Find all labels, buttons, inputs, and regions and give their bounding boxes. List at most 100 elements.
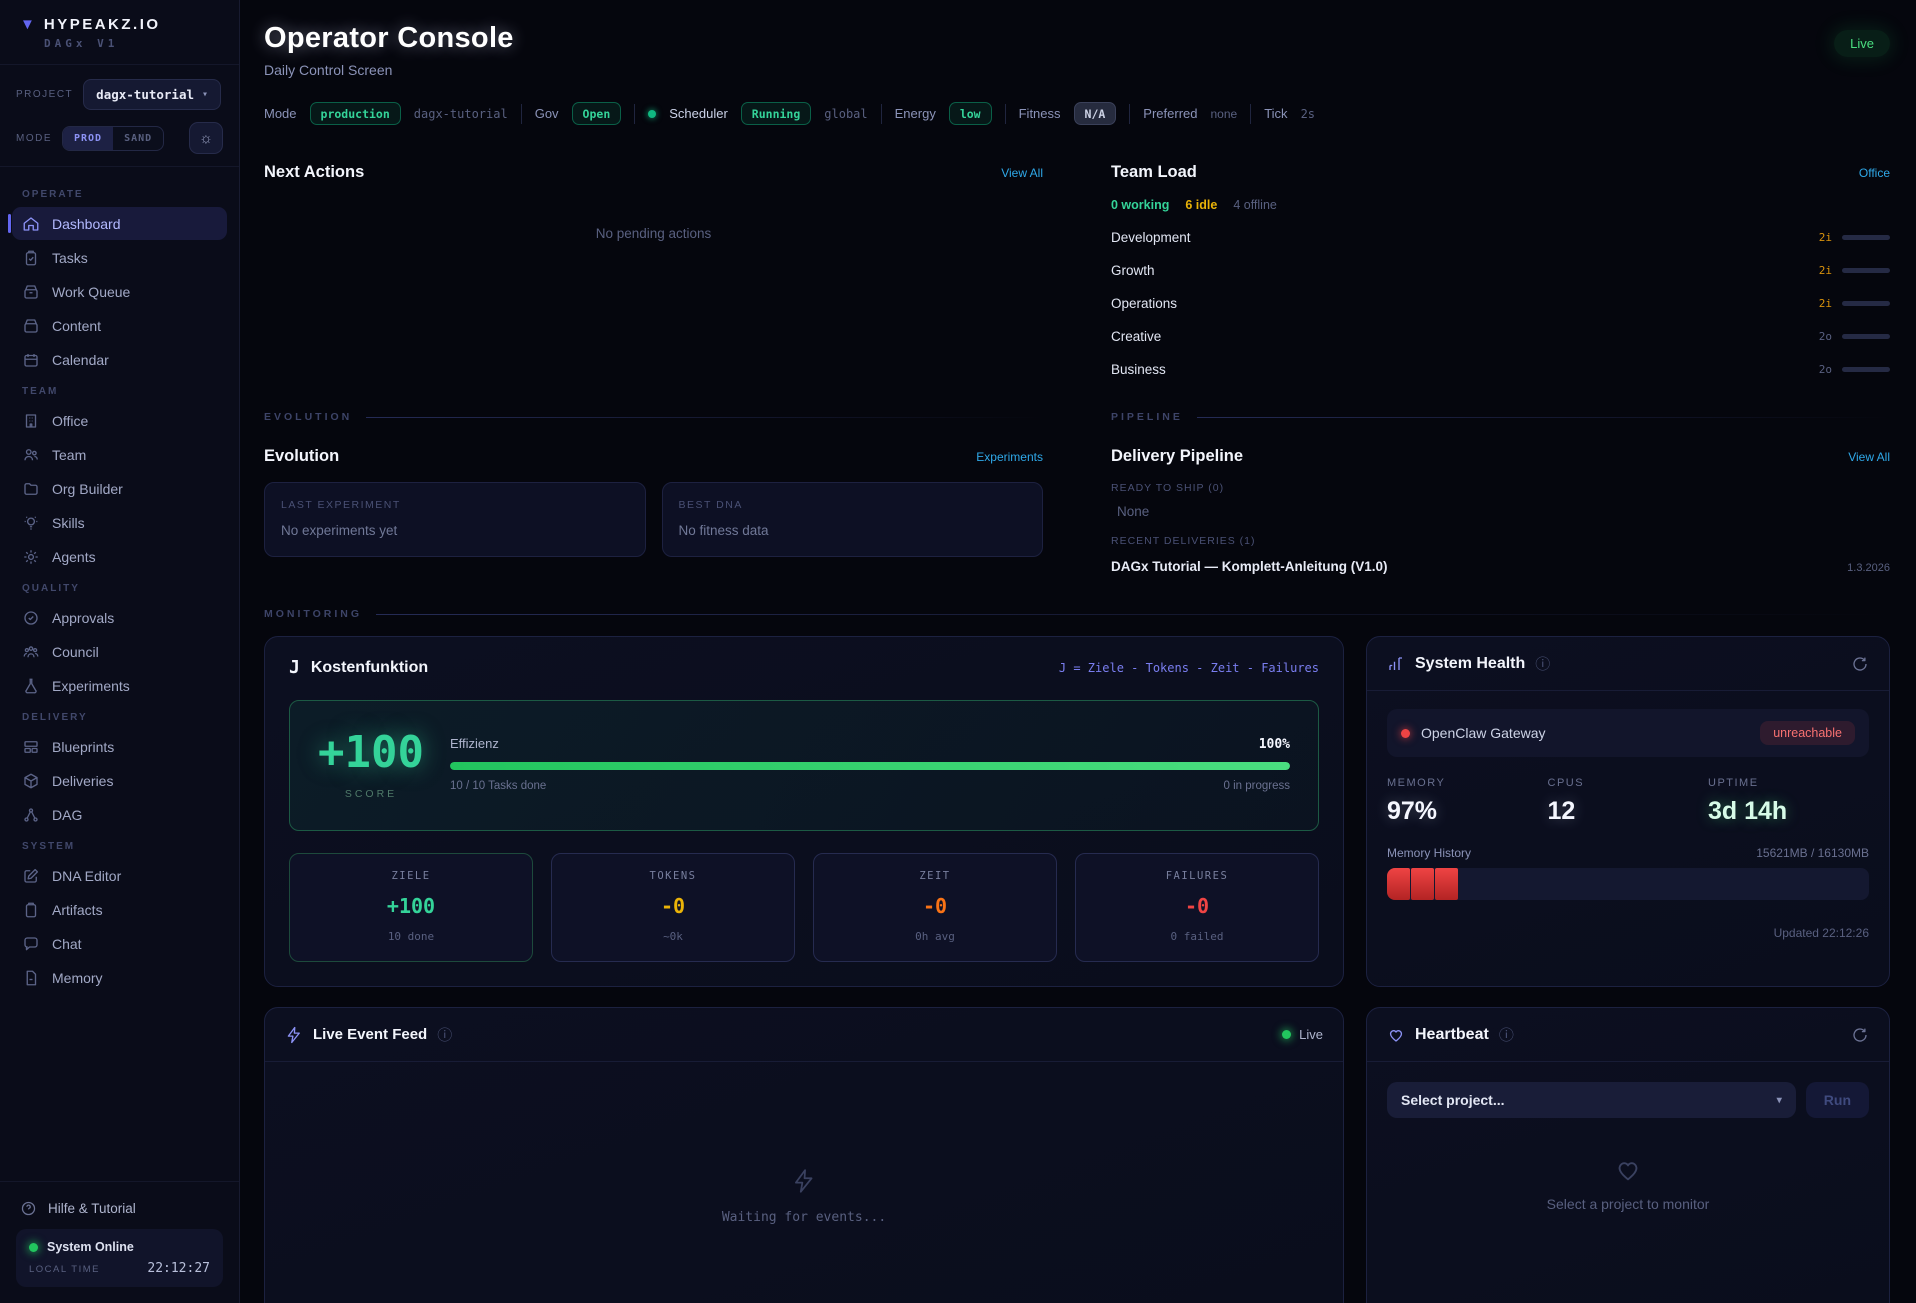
heartbeat-empty-label: Select a project to monitor	[1546, 1196, 1710, 1212]
sidebar-item-memory[interactable]: Memory	[12, 961, 227, 994]
users-group-icon	[22, 643, 40, 661]
zeit-stat-box: ZEIT -0 0h avg	[813, 853, 1057, 962]
sidebar-item-approvals[interactable]: Approvals	[12, 601, 227, 634]
monitoring-grid: J Kostenfunktion J = Ziele - Tokens - Ze…	[264, 636, 1890, 987]
stat-sub: 0h avg	[915, 930, 955, 943]
heartbeat-empty-state: Select a project to monitor	[1387, 1156, 1869, 1212]
monitoring-section-label: MONITORING	[264, 608, 363, 620]
team-load-office-link[interactable]: Office	[1858, 166, 1890, 180]
sidebar-item-skills[interactable]: Skills	[12, 506, 227, 539]
mode-project-name: dagx-tutorial	[413, 106, 508, 121]
memory-value: 97%	[1387, 797, 1438, 825]
team-load-row: Growth 2i	[1111, 263, 1890, 278]
team-name: Creative	[1111, 329, 1162, 344]
sidebar-item-calendar[interactable]: Calendar	[12, 343, 227, 376]
scheduler-label: Scheduler	[669, 106, 728, 121]
pipeline-view-all-link[interactable]: View All	[1848, 450, 1890, 464]
memory-history-chart	[1387, 868, 1869, 900]
sidebar-item-label: DAG	[52, 806, 83, 823]
sun-icon: ☼	[199, 129, 213, 147]
theme-button[interactable]: ☼	[189, 122, 223, 154]
sidebar-item-deliveries[interactable]: Deliveries	[12, 764, 227, 797]
team-name: Operations	[1111, 296, 1178, 311]
sidebar-item-office[interactable]: Office	[12, 404, 227, 437]
sidebar-item-label: Tasks	[52, 249, 88, 266]
sidebar-item-dag[interactable]: DAG	[12, 798, 227, 831]
sidebar-item-label: Experiments	[52, 677, 130, 694]
stat-value: -0	[1184, 894, 1210, 918]
help-tutorial-button[interactable]: Hilfe & Tutorial	[16, 1194, 223, 1229]
project-controls: PROJECT dagx-tutorial ▾ MODE PROD SAND ☼	[0, 65, 239, 167]
sidebar-item-experiments[interactable]: Experiments	[12, 669, 227, 702]
sidebar-item-content[interactable]: Content	[12, 309, 227, 342]
best-dna-value: No fitness data	[678, 523, 769, 538]
project-selector[interactable]: dagx-tutorial ▾	[83, 79, 222, 110]
tick-label: Tick	[1264, 106, 1288, 121]
info-icon[interactable]: ⓘ	[1498, 1027, 1514, 1044]
gateway-status-badge: unreachable	[1760, 721, 1855, 745]
efficiency-track	[449, 761, 1290, 770]
run-button[interactable]: Run	[1805, 1082, 1869, 1118]
mode-prod-button[interactable]: PROD	[63, 126, 114, 150]
sidebar-item-label: Blueprints	[52, 738, 115, 755]
sidebar-item-chat[interactable]: Chat	[12, 927, 227, 960]
sidebar-item-team[interactable]: Team	[12, 438, 227, 471]
next-actions-title: Next Actions	[264, 163, 365, 181]
ready-to-ship-label: READY TO SHIP (0)	[1111, 482, 1225, 494]
scheduler-scope: global	[824, 106, 868, 121]
main-content: Operator Console Daily Control Screen Li…	[240, 0, 1916, 1303]
lightning-outline-icon	[791, 1168, 817, 1194]
sidebar-item-artifacts[interactable]: Artifacts	[12, 893, 227, 926]
gateway-row: OpenClaw Gateway unreachable	[1387, 709, 1869, 757]
health-updated-time: Updated 22:12:26	[1773, 926, 1869, 940]
mode-label: MODE	[16, 132, 52, 144]
mode-status-badge: production	[309, 102, 401, 125]
team-name: Growth	[1111, 263, 1155, 278]
sidebar-item-blueprints[interactable]: Blueprints	[12, 730, 227, 763]
experiments-link[interactable]: Experiments	[976, 450, 1043, 464]
refresh-icon[interactable]	[1851, 655, 1869, 673]
team-load-panel: Team Load Office 0 working 6 idle 4 offl…	[1111, 163, 1890, 377]
sidebar-item-council[interactable]: Council	[12, 635, 227, 668]
divider	[520, 103, 522, 124]
divider	[376, 613, 1890, 615]
stat-label: TOKENS	[649, 870, 697, 882]
project-select-dropdown[interactable]: Select project... ▾	[1387, 1082, 1796, 1118]
sidebar-item-label: Artifacts	[52, 901, 103, 918]
nav-section-team: TEAM	[22, 386, 59, 397]
mode-sand-button[interactable]: SAND	[124, 132, 153, 144]
sidebar-item-dna-editor[interactable]: DNA Editor	[12, 859, 227, 892]
heart-outline-icon	[1614, 1156, 1642, 1184]
sidebar-item-dashboard[interactable]: Dashboard	[8, 207, 227, 240]
team-load-row: Operations 2i	[1111, 296, 1890, 311]
sidebar-item-org-builder[interactable]: Org Builder	[12, 472, 227, 505]
next-actions-view-all-link[interactable]: View All	[1001, 166, 1043, 180]
team-count: 2i	[1818, 231, 1832, 244]
team-load-bar	[1842, 235, 1890, 240]
refresh-icon[interactable]	[1851, 1026, 1869, 1044]
edit-pen-icon	[22, 867, 40, 885]
sidebar: ▼ HYPEAKZ.IO DAGx V1 PROJECT dagx-tutori…	[0, 0, 240, 1303]
info-icon[interactable]: ⓘ	[437, 1027, 453, 1044]
divider	[880, 103, 882, 124]
sidebar-item-label: Team	[52, 446, 87, 463]
check-circle-icon	[22, 609, 40, 627]
clipboard-check-icon	[22, 249, 40, 267]
flask-icon	[22, 677, 40, 695]
divider	[634, 103, 636, 124]
sidebar-item-agents[interactable]: Agents	[12, 540, 227, 573]
bar-chart-icon	[1387, 655, 1405, 673]
sidebar-item-label: Chat	[52, 935, 82, 952]
info-icon[interactable]: ⓘ	[1535, 656, 1551, 673]
delivery-name: DAGx Tutorial — Komplett-Anleitung (V1.0…	[1111, 559, 1388, 574]
sidebar-item-work-queue[interactable]: Work Queue	[12, 275, 227, 308]
sidebar-item-label: Deliveries	[52, 772, 114, 789]
evolution-title: Evolution	[264, 447, 340, 465]
memory-history-label: Memory History	[1387, 846, 1472, 860]
delivery-item[interactable]: DAGx Tutorial — Komplett-Anleitung (V1.0…	[1111, 559, 1890, 574]
sidebar-item-tasks[interactable]: Tasks	[12, 241, 227, 274]
efficiency-label: Effizienz	[449, 735, 499, 751]
live-event-feed-title: Live Event Feed	[313, 1026, 428, 1043]
last-experiment-value: No experiments yet	[281, 523, 398, 538]
